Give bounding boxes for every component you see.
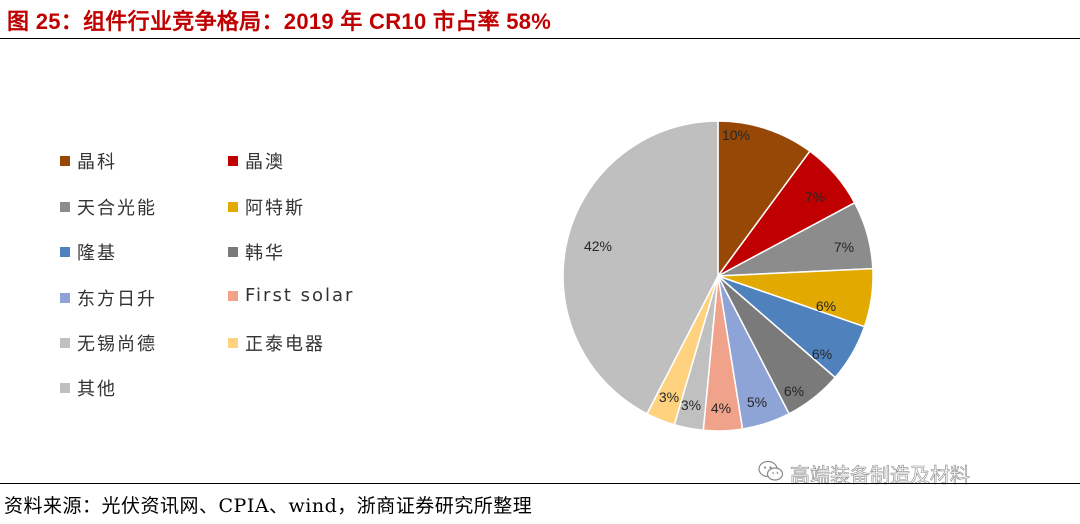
legend-label: 晶澳 (245, 152, 285, 173)
slice-data-label: 5% (747, 394, 767, 410)
legend-item: 无锡尚德 (60, 330, 157, 356)
legend-swatch (60, 202, 70, 212)
legend-item: 其他 (60, 375, 117, 401)
legend-label: 韩华 (245, 243, 285, 264)
legend-swatch (228, 156, 238, 166)
slice-data-label: 10% (722, 127, 750, 143)
slice-data-label: 42% (584, 238, 612, 254)
legend-label: 隆基 (77, 243, 117, 264)
legend-swatch (228, 290, 238, 301)
legend-item: First solar (228, 285, 354, 306)
figure-title: 图 25：组件行业竞争格局：2019 年 CR10 市占率 58% (7, 9, 552, 34)
legend-item: 东方日升 (60, 285, 157, 311)
legend-item: 韩华 (228, 239, 285, 265)
slice-data-label: 6% (816, 298, 836, 314)
legend-item: 正泰电器 (228, 330, 325, 356)
slice-data-label: 7% (805, 189, 825, 205)
source-note: 资料来源：光伏资讯网、CPIA、wind，浙商证券研究所整理 (4, 495, 533, 517)
legend-label: 晶科 (77, 152, 117, 173)
pie-chart: 10% 7% 7% 6% 6% 6% 5% 4% 3%3% 42% (562, 120, 874, 432)
legend-label: 其他 (77, 379, 117, 400)
slice-data-label: 3% (659, 389, 679, 405)
slice-data-label: 3% (681, 397, 701, 413)
legend-label: 天合光能 (77, 198, 157, 219)
legend-item: 隆基 (60, 239, 117, 265)
legend-swatch (60, 293, 70, 303)
legend-swatch (228, 202, 238, 212)
legend-swatch (60, 247, 70, 257)
slice-data-label: 7% (834, 239, 854, 255)
legend-label: 阿特斯 (245, 198, 305, 219)
legend-swatch (60, 156, 70, 166)
wechat-icon (758, 460, 784, 487)
legend-item: 天合光能 (60, 194, 157, 220)
pie-slice (717, 120, 811, 279)
legend-item: 阿特斯 (228, 194, 305, 220)
legend-label: 无锡尚德 (77, 334, 157, 355)
legend-label: 正泰电器 (245, 334, 325, 355)
legend-swatch (228, 338, 238, 348)
legend-swatch (60, 338, 70, 348)
title-divider (0, 38, 1080, 39)
legend-swatch (228, 247, 238, 257)
slice-data-label: 6% (812, 346, 832, 362)
legend-item: 晶澳 (228, 148, 285, 174)
slice-data-label: 6% (784, 383, 804, 399)
legend-label: First solar (245, 285, 355, 306)
pie-slice (562, 120, 719, 415)
slice-data-label: 4% (711, 400, 731, 416)
source-divider (0, 483, 1080, 484)
legend-swatch (60, 383, 70, 393)
legend-label: 东方日升 (77, 289, 157, 310)
legend-item: 晶科 (60, 148, 117, 174)
